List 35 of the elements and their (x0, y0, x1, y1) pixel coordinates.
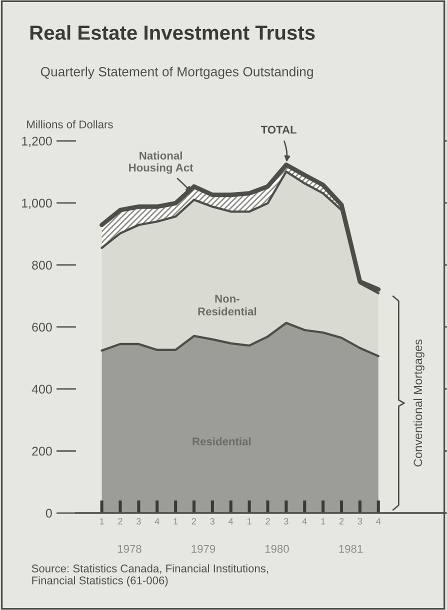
x-tick-label: 4 (302, 518, 307, 524)
text: 1979 (192, 544, 216, 553)
x-tick-label: 2 (118, 518, 122, 524)
y-axis-title: Millions of Dollars (27, 120, 113, 128)
x-tick-label: 1 (321, 518, 326, 524)
y-tick-label: 400 (32, 384, 52, 394)
text: Conventional Mortgages (413, 340, 424, 466)
x-tick-label: 2 (266, 518, 270, 524)
chart-subtitle: Quarterly Statement of Mortgages Outstanding (40, 66, 313, 79)
source-note: Source: Statistics Canada, Financial Institutions, Financial Statistics (61-006) (32, 564, 268, 587)
x-tick-label: 4 (376, 518, 381, 524)
x-tick-label: 3 (210, 518, 215, 524)
x-tick-label: 2 (192, 518, 196, 524)
x-tick-label: 1 (247, 518, 252, 524)
y-tick-label: 0 (46, 508, 52, 518)
x-tick-label: 1 (100, 518, 104, 524)
text: 1978 (118, 544, 142, 553)
x-tick-label: 3 (284, 518, 288, 524)
x-tick-label: 3 (358, 518, 362, 524)
x-tick-label: 4 (154, 518, 160, 524)
y-tick-label: 800 (32, 260, 52, 270)
text: 1981 (339, 544, 363, 553)
text: TOTAL (260, 126, 296, 134)
x-tick-label: 2 (339, 518, 344, 524)
x-tick-label: 4 (228, 518, 234, 524)
x-tick-label: 1 (174, 518, 178, 524)
y-tick-label: 1,000 (22, 198, 52, 210)
x-tick-label: 3 (136, 518, 141, 524)
series-label: National Housing Act (129, 151, 194, 174)
y-tick-label: 600 (32, 322, 52, 332)
chart-title: Real Estate Investment Trusts (30, 25, 315, 40)
y-tick-label: 200 (32, 446, 52, 456)
y-tick-label: 1,200 (22, 136, 52, 148)
text: 1980 (265, 544, 289, 553)
series-label: Non- Residential (198, 294, 256, 316)
